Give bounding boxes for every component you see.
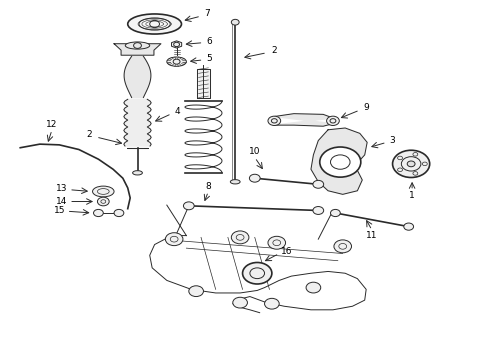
Circle shape (150, 21, 159, 28)
Circle shape (94, 210, 103, 217)
Text: 8: 8 (205, 181, 211, 190)
Text: 2: 2 (271, 46, 277, 55)
Ellipse shape (167, 57, 186, 66)
Text: 10: 10 (249, 147, 261, 156)
Ellipse shape (133, 171, 143, 175)
Circle shape (313, 180, 324, 188)
Ellipse shape (93, 186, 114, 197)
Text: 11: 11 (367, 231, 378, 240)
Circle shape (231, 231, 249, 244)
Circle shape (265, 298, 279, 309)
Circle shape (249, 174, 260, 182)
Text: 5: 5 (206, 54, 212, 63)
Circle shape (98, 197, 109, 206)
Polygon shape (274, 114, 333, 126)
Text: 2: 2 (87, 130, 93, 139)
Circle shape (233, 297, 247, 308)
Circle shape (268, 116, 281, 126)
Text: 12: 12 (47, 120, 58, 129)
Circle shape (165, 233, 183, 246)
Text: 3: 3 (390, 136, 395, 145)
Circle shape (306, 282, 321, 293)
Ellipse shape (125, 42, 150, 49)
Circle shape (183, 202, 194, 210)
Text: 9: 9 (363, 103, 369, 112)
Circle shape (268, 236, 286, 249)
Circle shape (334, 240, 351, 253)
Polygon shape (311, 128, 367, 194)
Text: 14: 14 (56, 197, 68, 206)
Polygon shape (124, 99, 151, 146)
Circle shape (407, 161, 415, 167)
Circle shape (331, 210, 340, 217)
Circle shape (231, 19, 239, 25)
Text: 7: 7 (204, 9, 210, 18)
Circle shape (320, 147, 361, 177)
Circle shape (189, 286, 203, 297)
Circle shape (392, 150, 430, 177)
Circle shape (327, 116, 339, 126)
Polygon shape (124, 56, 151, 98)
Circle shape (243, 262, 272, 284)
Polygon shape (114, 44, 161, 55)
Text: 15: 15 (53, 206, 65, 215)
Text: 16: 16 (281, 247, 292, 256)
Text: 6: 6 (206, 37, 212, 46)
Ellipse shape (128, 14, 181, 34)
Circle shape (313, 207, 324, 215)
Polygon shape (196, 69, 210, 98)
Text: 4: 4 (175, 107, 180, 116)
Text: 1: 1 (409, 191, 415, 200)
Ellipse shape (230, 180, 240, 184)
Text: 13: 13 (56, 184, 68, 193)
Circle shape (404, 223, 414, 230)
Ellipse shape (139, 18, 170, 30)
Polygon shape (172, 41, 182, 48)
Circle shape (114, 210, 124, 217)
